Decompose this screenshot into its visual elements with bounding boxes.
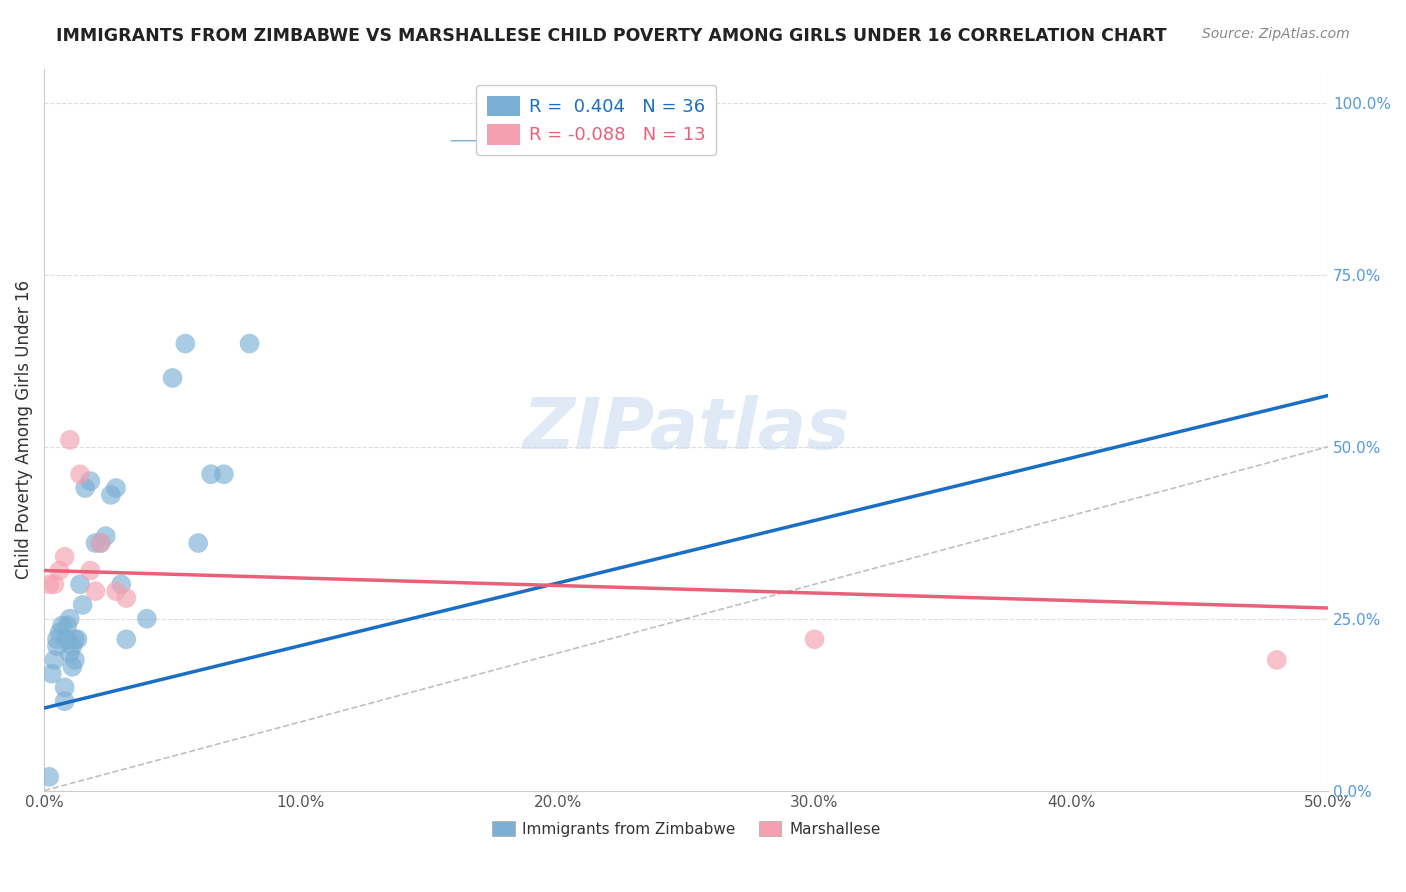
Point <box>69 577 91 591</box>
Point <box>105 481 128 495</box>
Point <box>79 564 101 578</box>
Point <box>56 618 79 632</box>
Point <box>84 536 107 550</box>
Text: ZIPatlas: ZIPatlas <box>523 395 849 464</box>
Point <box>162 371 184 385</box>
Point <box>59 646 82 660</box>
Point <box>60 660 83 674</box>
Point <box>94 529 117 543</box>
Point <box>212 467 235 482</box>
Point <box>72 598 94 612</box>
Text: Source: ZipAtlas.com: Source: ZipAtlas.com <box>1202 27 1350 41</box>
Point <box>90 536 112 550</box>
Point <box>63 653 86 667</box>
Point <box>84 584 107 599</box>
Point <box>110 577 132 591</box>
Point <box>238 336 260 351</box>
Point <box>51 618 73 632</box>
Legend: Immigrants from Zimbabwe, Marshallese: Immigrants from Zimbabwe, Marshallese <box>484 813 889 845</box>
Point <box>75 481 97 495</box>
Point <box>79 474 101 488</box>
Point <box>38 770 60 784</box>
Point <box>59 433 82 447</box>
Point <box>48 564 70 578</box>
Point <box>46 632 69 647</box>
Point <box>53 549 76 564</box>
Point <box>48 625 70 640</box>
Point <box>803 632 825 647</box>
Point <box>115 591 138 605</box>
Point <box>115 632 138 647</box>
Point <box>46 639 69 653</box>
Point <box>44 653 66 667</box>
Point <box>38 577 60 591</box>
Point <box>44 577 66 591</box>
Point <box>59 612 82 626</box>
Point <box>41 666 63 681</box>
Text: IMMIGRANTS FROM ZIMBABWE VS MARSHALLESE CHILD POVERTY AMONG GIRLS UNDER 16 CORRE: IMMIGRANTS FROM ZIMBABWE VS MARSHALLESE … <box>56 27 1167 45</box>
Point <box>200 467 222 482</box>
Point <box>69 467 91 482</box>
Point <box>105 584 128 599</box>
Point <box>135 612 157 626</box>
Point <box>53 694 76 708</box>
Point <box>90 536 112 550</box>
Point <box>187 536 209 550</box>
Point <box>63 632 86 647</box>
Point <box>66 632 89 647</box>
Point <box>100 488 122 502</box>
Point <box>56 632 79 647</box>
Point <box>174 336 197 351</box>
Y-axis label: Child Poverty Among Girls Under 16: Child Poverty Among Girls Under 16 <box>15 280 32 579</box>
Point <box>60 639 83 653</box>
Point <box>1265 653 1288 667</box>
Point <box>53 681 76 695</box>
